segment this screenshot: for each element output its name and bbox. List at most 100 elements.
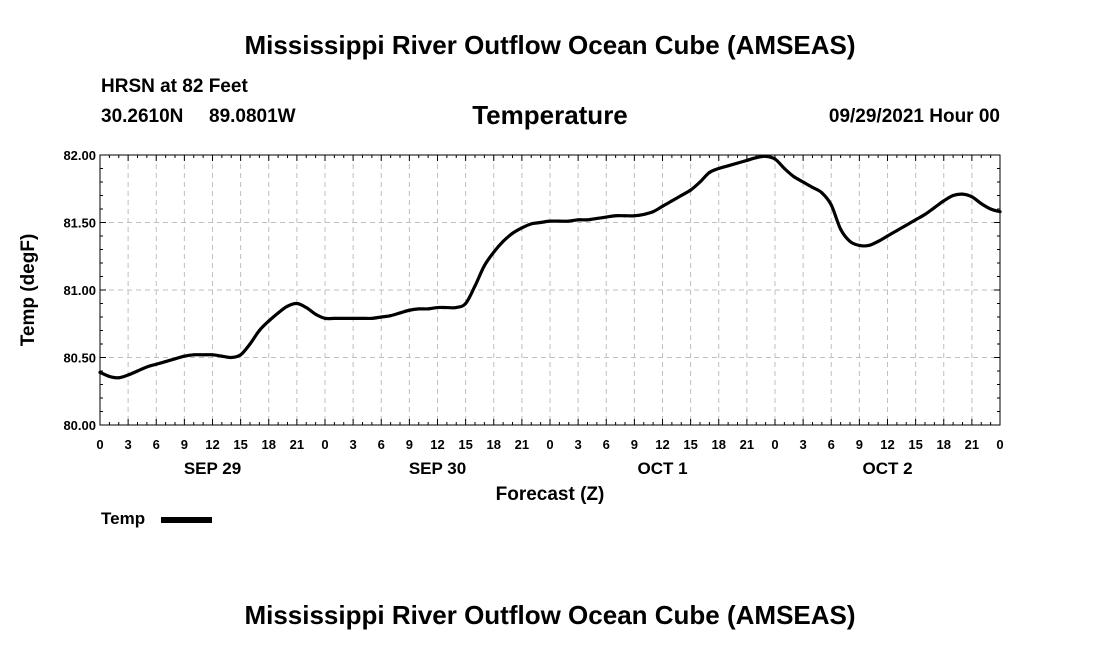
data-point xyxy=(745,158,749,162)
data-point xyxy=(107,374,111,378)
x-tick-label: 9 xyxy=(631,437,638,452)
data-point xyxy=(839,227,843,231)
data-point xyxy=(904,223,908,227)
data-point xyxy=(923,212,927,216)
data-point xyxy=(445,306,449,310)
data-point xyxy=(398,311,402,315)
x-tick-label: 12 xyxy=(655,437,669,452)
axis-layer: 0 3 6 9 12 15 18 21 0 3 6 9 12 15 18 21 0 3 6 9 12 15 18 21 0 3 6 9… xyxy=(18,148,1004,505)
y-tick-label: 80.00 xyxy=(63,418,96,433)
data-point xyxy=(379,315,383,319)
data-point xyxy=(932,206,936,210)
y-tick-label: 82.00 xyxy=(63,148,96,163)
data-point xyxy=(182,354,186,358)
data-point xyxy=(201,353,205,357)
x-tick-label: 12 xyxy=(205,437,219,452)
data-point xyxy=(801,180,805,184)
data-point xyxy=(257,329,261,332)
data-point xyxy=(736,161,739,165)
data-point xyxy=(586,218,589,222)
data-point xyxy=(436,306,439,310)
x-tick-label: 21 xyxy=(965,437,979,452)
data-point xyxy=(370,316,374,320)
x-tick-label: 6 xyxy=(603,437,610,452)
data-point xyxy=(389,314,393,318)
data-point xyxy=(576,218,580,222)
data-point xyxy=(117,376,121,380)
y-tick-label: 81.00 xyxy=(63,283,96,298)
data-point xyxy=(876,239,880,243)
x-tick-label: 18 xyxy=(487,437,501,452)
station-latitude: 30.2610N xyxy=(101,106,184,127)
data-point xyxy=(229,356,233,359)
valid-time: 09/29/2021 Hour 00 xyxy=(828,106,1000,127)
data-point xyxy=(548,219,552,223)
x-tick-label: 0 xyxy=(996,437,1003,452)
data-point xyxy=(164,360,168,364)
data-point xyxy=(332,316,336,320)
data-point xyxy=(829,203,833,207)
data-point xyxy=(698,180,702,184)
data-point xyxy=(979,202,983,206)
data-point xyxy=(295,302,299,305)
data-point xyxy=(595,216,599,220)
x-tick-label: 15 xyxy=(233,437,247,452)
data-point xyxy=(820,191,824,195)
data-point xyxy=(276,311,280,315)
day-label: SEP 29 xyxy=(184,459,241,478)
data-point xyxy=(867,243,871,247)
data-point xyxy=(482,264,486,268)
data-point xyxy=(145,365,149,369)
data-point xyxy=(632,214,636,218)
data-point xyxy=(567,219,571,223)
data-point xyxy=(886,234,889,238)
x-tick-label: 18 xyxy=(937,437,951,452)
data-point xyxy=(623,214,627,218)
x-tick-label: 0 xyxy=(546,437,553,452)
x-tick-label: 15 xyxy=(683,437,697,452)
data-point xyxy=(511,231,514,235)
data-point xyxy=(351,316,355,320)
data-point xyxy=(342,316,346,320)
data-point xyxy=(126,373,130,377)
y-tick-label: 80.50 xyxy=(63,351,96,366)
day-label: SEP 30 xyxy=(409,459,466,478)
chart-footer-title: Mississippi River Outflow Ocean Cube (AM… xyxy=(244,600,856,630)
data-point xyxy=(248,342,252,346)
data-point xyxy=(670,199,674,203)
x-tick-label: 21 xyxy=(290,437,304,452)
day-label: OCT 2 xyxy=(862,459,912,478)
x-tick-label: 6 xyxy=(153,437,160,452)
x-tick-label: 0 xyxy=(771,437,778,452)
data-point xyxy=(361,316,364,320)
data-point xyxy=(679,194,683,197)
data-point xyxy=(426,307,430,311)
data-point xyxy=(726,164,730,168)
data-point xyxy=(323,316,327,320)
data-point xyxy=(717,167,721,170)
data-point xyxy=(501,239,505,243)
data-point xyxy=(407,308,411,312)
data-point xyxy=(267,319,271,323)
x-tick-label: 3 xyxy=(350,437,357,452)
data-point xyxy=(539,221,543,224)
data-point xyxy=(492,250,496,254)
grid-layer xyxy=(100,155,1000,425)
legend-label: Temp xyxy=(101,509,146,528)
y-tick-label: 81.50 xyxy=(63,216,96,231)
data-point xyxy=(154,362,158,366)
data-point xyxy=(454,306,458,310)
chart-main-title: Mississippi River Outflow Ocean Cube (AM… xyxy=(244,30,856,60)
data-point xyxy=(773,157,777,161)
data-point xyxy=(286,304,289,308)
data-point xyxy=(417,307,421,311)
data-point xyxy=(914,218,918,222)
data-point xyxy=(707,171,711,175)
data-point xyxy=(239,353,243,357)
series-layer xyxy=(98,154,1002,380)
data-point xyxy=(642,212,646,216)
data-point xyxy=(136,369,139,373)
data-point xyxy=(661,204,664,208)
data-point xyxy=(951,194,955,197)
